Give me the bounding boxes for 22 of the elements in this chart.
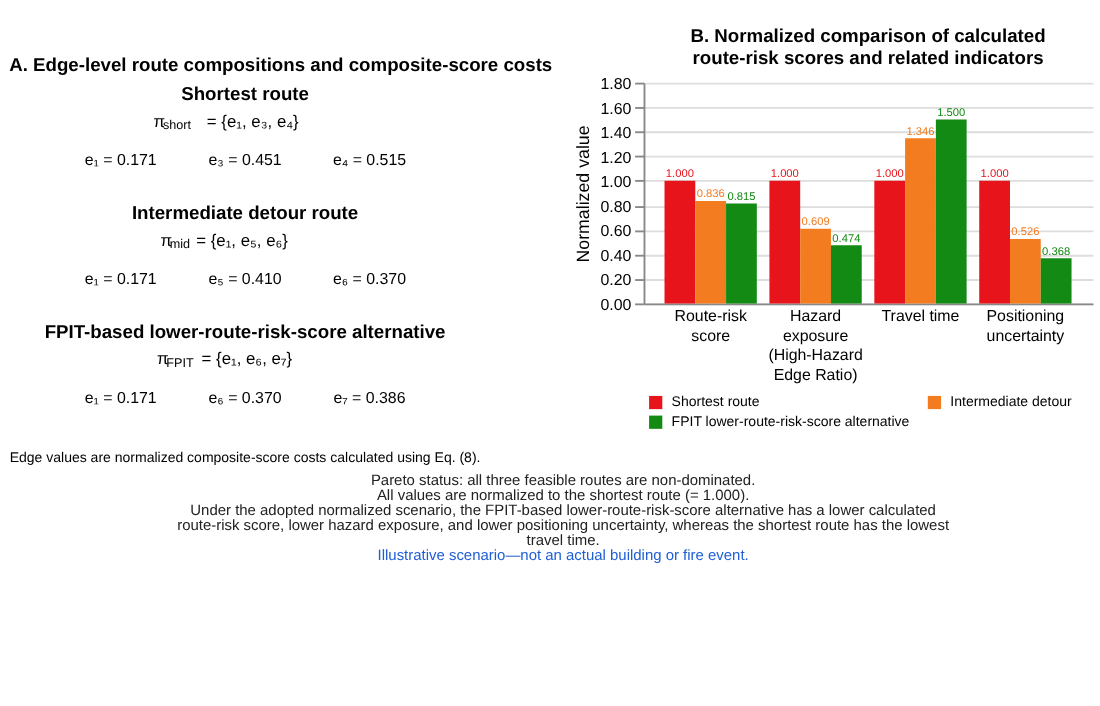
bar bbox=[769, 180, 801, 304]
text: All values are normalized to the shortest route (= 1.000). bbox=[376, 485, 750, 504]
y-axis-title: Normalized value bbox=[573, 125, 594, 263]
text: A. Edge-level route compositions and composite-score costs bbox=[9, 55, 553, 76]
text: Shortest route bbox=[181, 83, 309, 104]
bar bbox=[1009, 238, 1041, 304]
text: Illustrative scenario—not an actual building or fire event. bbox=[377, 545, 749, 564]
text: Pareto status: all three feasible routes are non-dominated. bbox=[370, 470, 756, 489]
bar bbox=[800, 228, 831, 304]
bar bbox=[726, 203, 757, 304]
bar bbox=[874, 180, 906, 304]
text: FPIT-based lower-route-risk-score alternative bbox=[44, 321, 446, 342]
bar bbox=[935, 119, 967, 304]
bar bbox=[1040, 258, 1072, 304]
bar bbox=[830, 245, 862, 304]
chart-title: B. Normalized comparison of calculated route-risk scores and related indicators bbox=[690, 25, 1047, 68]
text: Intermediate detour route bbox=[131, 202, 359, 223]
bar bbox=[664, 180, 696, 304]
bar bbox=[695, 200, 727, 304]
text: Under the adopted normalized scenario, the FPIT-based lower-route-risk-score alternative has a lower calculated route-risk score, lower hazard exposure, and lower positioning uncertainty, whereas the shortest route has the lowest travel time. bbox=[177, 500, 951, 549]
bar bbox=[905, 138, 936, 304]
bar bbox=[979, 180, 1010, 304]
